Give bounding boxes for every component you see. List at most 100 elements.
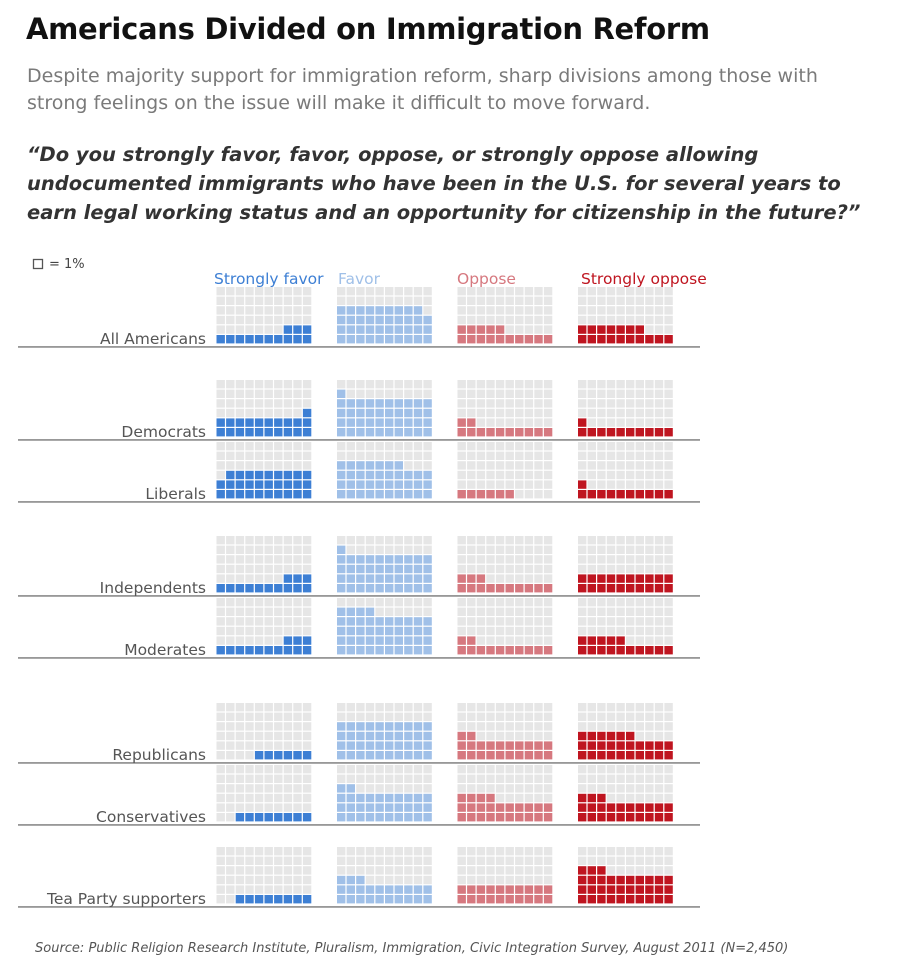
waffle-cell-empty — [385, 607, 394, 616]
waffle-cell-filled — [664, 803, 673, 812]
waffle-cell-filled — [626, 875, 635, 885]
waffle-cell-empty — [543, 722, 553, 731]
waffle-cell-empty — [606, 847, 616, 856]
waffle-cell-empty — [524, 875, 534, 885]
waffle-cell-filled — [293, 428, 302, 437]
waffle-cell-empty — [476, 418, 486, 427]
waffle-cell-empty — [476, 875, 486, 885]
waffle-cell-filled — [654, 895, 664, 904]
waffle-cell-empty — [274, 399, 283, 408]
waffle-cell-filled — [505, 813, 514, 822]
waffle-cell-empty — [626, 564, 635, 574]
waffle-cell-empty — [486, 555, 495, 564]
waffle-cell-filled — [476, 490, 486, 499]
waffle-cell-empty — [486, 765, 495, 774]
waffle-cell-empty — [587, 380, 596, 389]
waffle-cell-filled — [283, 646, 293, 655]
waffle-cell-empty — [235, 847, 245, 856]
waffle-cell-empty — [302, 296, 312, 305]
waffle-cell-empty — [264, 875, 273, 885]
waffle-cell-empty — [476, 774, 486, 783]
waffle-cell-filled — [385, 584, 394, 593]
waffle-cell-empty — [515, 418, 524, 427]
waffle-cell-empty — [654, 555, 664, 564]
waffle-cell-empty — [264, 885, 273, 894]
waffle-cell-empty — [543, 389, 553, 398]
waffle-cell-empty — [543, 765, 553, 774]
waffle-cell-empty — [495, 636, 505, 645]
waffle-cell-empty — [274, 741, 283, 750]
waffle-cell-filled — [375, 722, 384, 731]
waffle-cell-empty — [235, 545, 245, 554]
waffle-cell-empty — [626, 470, 635, 480]
waffle-cell-empty — [245, 555, 254, 564]
waffle-cell-filled — [587, 813, 596, 822]
waffle-cell-filled — [216, 646, 225, 655]
waffle-cell-empty — [226, 784, 235, 793]
legend: Strongly favor Favor Oppose Strongly oppose — [214, 270, 707, 288]
waffle-cell-empty — [365, 451, 375, 460]
waffle-cell-empty — [404, 545, 413, 554]
waffle-cell-empty — [654, 461, 664, 470]
waffle-cell-filled — [385, 751, 394, 760]
waffle-cell-empty — [606, 442, 616, 451]
waffle-cell-empty — [365, 866, 375, 875]
waffle-cell-empty — [486, 607, 495, 616]
waffle-cell-empty — [635, 442, 644, 451]
waffle-cell-empty — [534, 325, 543, 334]
waffle-cell-filled — [404, 480, 413, 489]
waffle-cell-filled — [346, 325, 355, 334]
waffle-cell-empty — [457, 389, 466, 398]
waffle-cell-filled — [635, 646, 644, 655]
waffle-cell-filled — [264, 480, 273, 489]
waffle-cell-empty — [365, 380, 375, 389]
waffle-cell-empty — [524, 418, 534, 427]
waffle-cell-empty — [293, 287, 302, 296]
waffle-cell-empty — [245, 803, 254, 812]
waffle-cell-empty — [606, 480, 616, 489]
waffle-cell-empty — [534, 784, 543, 793]
waffle-cell-empty — [524, 442, 534, 451]
waffle-cell-filled — [423, 470, 432, 480]
waffle-cell-empty — [226, 626, 235, 636]
waffle-cell-empty — [457, 296, 466, 305]
waffle-cell-filled — [587, 866, 596, 875]
waffle-cell-filled — [365, 461, 375, 470]
waffle-cell-empty — [578, 545, 587, 554]
waffle-cell-empty — [587, 712, 596, 721]
waffle-cell-empty — [616, 866, 625, 875]
waffle-cell-filled — [404, 490, 413, 499]
waffle-cell-empty — [654, 451, 664, 460]
waffle-cell-empty — [543, 784, 553, 793]
waffle-cell-empty — [245, 866, 254, 875]
waffle-cell-empty — [515, 555, 524, 564]
waffle-cell-empty — [216, 751, 225, 760]
waffle-cell-empty — [457, 399, 466, 408]
waffle-cell-filled — [254, 335, 264, 344]
waffle-block-favor — [337, 536, 432, 593]
waffle-cell-filled — [413, 813, 423, 822]
waffle-cell-empty — [578, 617, 587, 626]
waffle-cell-empty — [495, 306, 505, 315]
waffle-cell-empty — [375, 875, 384, 885]
waffle-cell-filled — [375, 646, 384, 655]
waffle-cell-filled — [645, 574, 654, 583]
waffle-cell-empty — [274, 461, 283, 470]
waffle-cell-empty — [495, 545, 505, 554]
waffle-cell-empty — [216, 555, 225, 564]
waffle-cell-filled — [356, 428, 365, 437]
waffle-cell-filled — [346, 722, 355, 731]
waffle-cell-empty — [226, 703, 235, 712]
waffle-cell-empty — [626, 315, 635, 325]
waffle-cell-filled — [283, 490, 293, 499]
waffle-cell-filled — [394, 306, 403, 315]
waffle-cell-empty — [606, 712, 616, 721]
waffle-cell-filled — [404, 418, 413, 427]
waffle-cell-filled — [616, 803, 625, 812]
waffle-cell-filled — [606, 636, 616, 645]
waffle-cell-empty — [486, 461, 495, 470]
waffle-cell-filled — [365, 315, 375, 325]
waffle-cell-filled — [626, 813, 635, 822]
waffle-cell-empty — [245, 885, 254, 894]
waffle-cell-filled — [413, 731, 423, 741]
